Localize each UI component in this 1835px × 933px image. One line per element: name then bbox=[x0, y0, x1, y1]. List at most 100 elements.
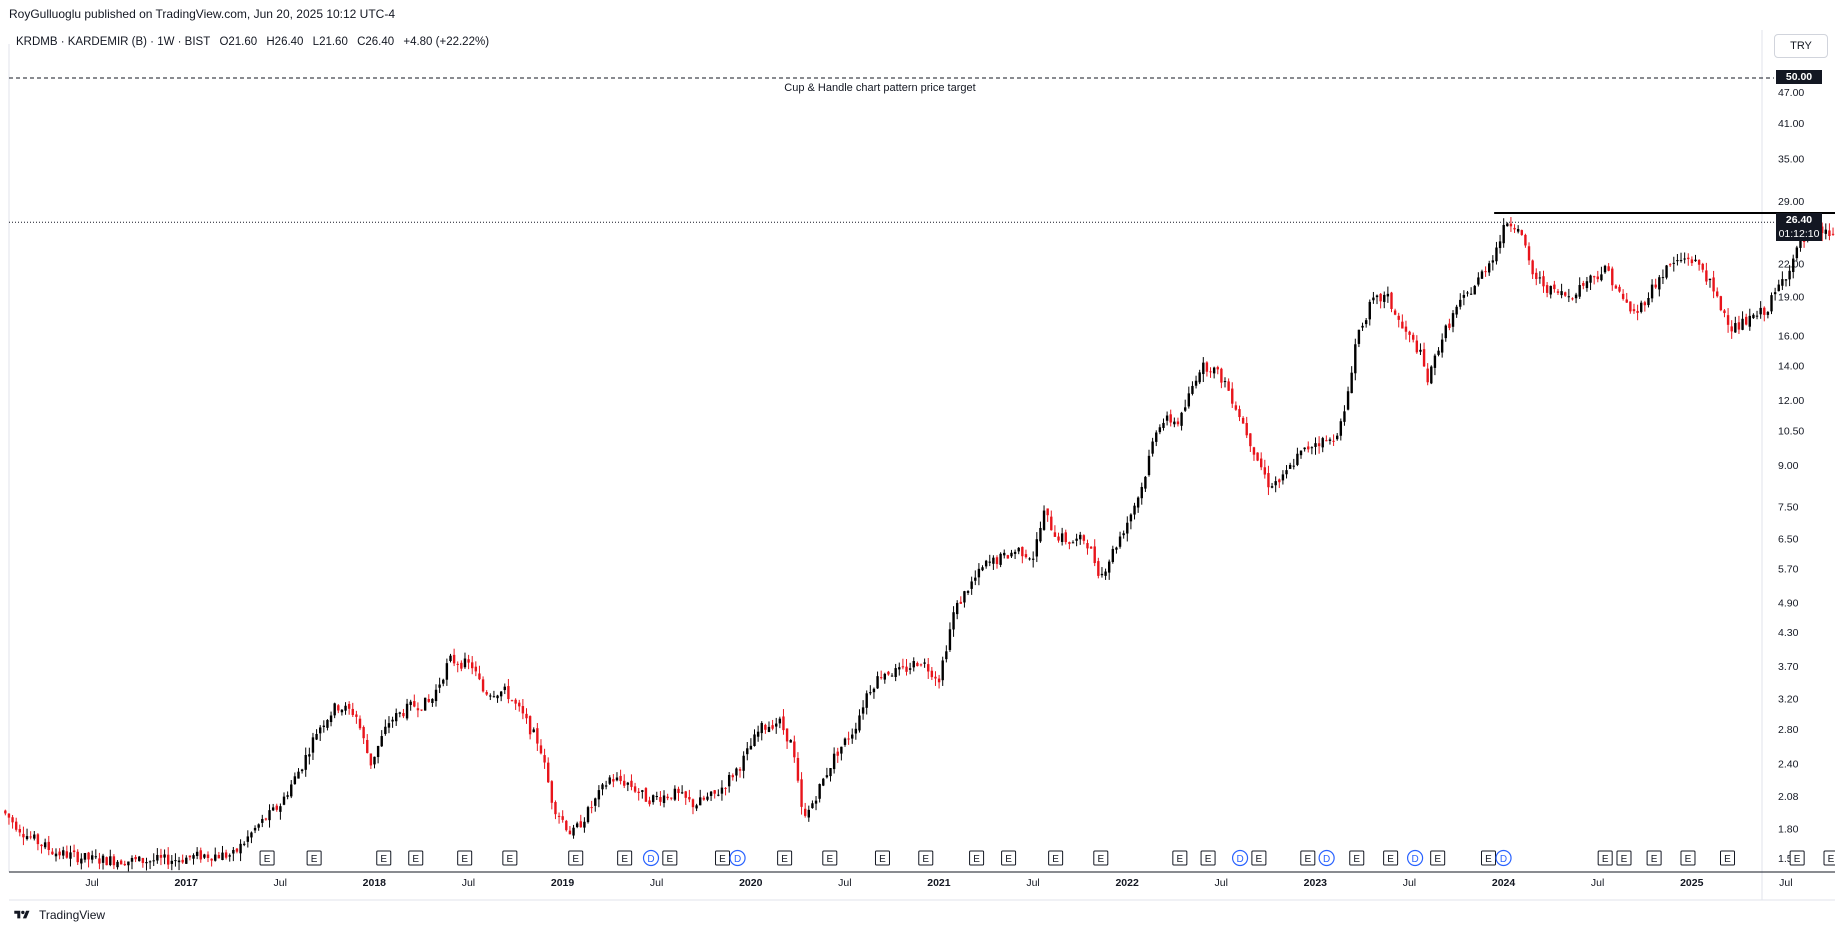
dividend-label: D bbox=[1500, 854, 1507, 865]
earnings-e-icon[interactable]: E bbox=[568, 850, 584, 866]
candle-body bbox=[1104, 571, 1107, 576]
earnings-e-icon[interactable]: E bbox=[457, 850, 473, 866]
dividend-d-icon[interactable]: D bbox=[1406, 849, 1424, 867]
dividend-d-icon[interactable]: D bbox=[642, 849, 660, 867]
earnings-box bbox=[1720, 850, 1736, 866]
candle-body bbox=[1111, 548, 1115, 562]
earnings-e-icon[interactable]: E bbox=[1680, 850, 1696, 866]
earnings-label: E bbox=[1828, 854, 1835, 865]
dividend-d-icon[interactable]: D bbox=[1318, 849, 1335, 867]
candle-body bbox=[51, 851, 54, 855]
earnings-e-icon[interactable]: E bbox=[617, 850, 633, 866]
candle-body bbox=[1097, 561, 1100, 576]
candle-body bbox=[503, 686, 506, 691]
candle-body bbox=[623, 780, 626, 786]
candle-body bbox=[1281, 474, 1285, 481]
candle-body bbox=[1625, 299, 1628, 303]
earnings-e-icon[interactable]: E bbox=[1616, 850, 1632, 866]
earnings-e-icon[interactable]: E bbox=[874, 850, 890, 866]
earnings-e-icon[interactable]: E bbox=[1048, 850, 1064, 866]
candle-body bbox=[1802, 240, 1806, 242]
candle-body bbox=[1433, 355, 1437, 368]
candle-body bbox=[355, 714, 358, 717]
earnings-e-icon[interactable]: E bbox=[822, 850, 838, 866]
earnings-e-icon[interactable]: E bbox=[715, 850, 731, 866]
candle-body bbox=[181, 859, 184, 863]
earnings-label: E bbox=[380, 854, 387, 865]
earnings-e-icon[interactable]: E bbox=[1430, 850, 1446, 866]
earnings-label: E bbox=[1685, 854, 1692, 865]
earnings-e-icon[interactable]: E bbox=[1383, 850, 1399, 866]
candle-body bbox=[659, 797, 662, 802]
candle-body bbox=[1676, 260, 1679, 262]
earnings-e-icon[interactable]: E bbox=[502, 850, 518, 866]
earnings-e-icon[interactable]: E bbox=[1789, 850, 1805, 866]
earnings-e-icon[interactable]: E bbox=[376, 850, 392, 866]
candle-body bbox=[116, 861, 119, 868]
x-tick-label: Jul bbox=[1215, 877, 1228, 889]
candle-body bbox=[1191, 385, 1194, 394]
legend-symbol[interactable]: KRDMB · KARDEMIR (B) · 1W · BIST bbox=[16, 36, 211, 48]
earnings-e-icon[interactable]: E bbox=[1093, 850, 1109, 866]
earnings-e-icon[interactable]: E bbox=[259, 850, 275, 866]
dividend-d-icon[interactable]: D bbox=[1231, 849, 1249, 867]
candle-body bbox=[575, 823, 579, 828]
candle-body bbox=[217, 854, 221, 859]
candle-body bbox=[1350, 372, 1353, 394]
candle-body bbox=[413, 701, 416, 707]
candle-body bbox=[1545, 285, 1549, 293]
candle-body bbox=[192, 855, 195, 859]
candle-body bbox=[1730, 326, 1733, 332]
candle-body bbox=[1719, 296, 1723, 311]
earnings-e-icon[interactable]: E bbox=[1349, 850, 1365, 866]
candle-body bbox=[518, 702, 521, 707]
earnings-e-icon[interactable]: E bbox=[408, 850, 424, 866]
dividend-d-icon[interactable]: D bbox=[1495, 849, 1512, 867]
dividend-d-icon[interactable]: D bbox=[729, 849, 746, 867]
candle-body bbox=[1220, 368, 1223, 383]
earnings-e-icon[interactable]: E bbox=[969, 850, 985, 866]
earnings-e-icon[interactable]: E bbox=[777, 850, 793, 866]
earnings-e-icon[interactable]: E bbox=[1480, 850, 1496, 866]
candle-body bbox=[1516, 229, 1520, 232]
candle-body bbox=[210, 858, 213, 861]
earnings-e-icon[interactable]: E bbox=[1720, 850, 1736, 866]
earnings-e-icon[interactable]: E bbox=[1300, 850, 1316, 866]
candle-body bbox=[1129, 514, 1133, 522]
candle-body bbox=[467, 659, 470, 663]
earnings-e-icon[interactable]: E bbox=[1172, 850, 1188, 866]
candle-body bbox=[1379, 293, 1382, 302]
candle-body bbox=[83, 853, 87, 860]
earnings-e-icon[interactable]: E bbox=[1646, 850, 1662, 866]
footer-brand[interactable]: TradingView bbox=[10, 908, 105, 922]
y-tick-label: 41.00 bbox=[1778, 118, 1804, 130]
candle-body bbox=[1325, 440, 1328, 442]
earnings-e-icon[interactable]: E bbox=[306, 850, 322, 866]
candle-body bbox=[1270, 486, 1274, 488]
earnings-e-icon[interactable]: E bbox=[662, 850, 678, 866]
candle-body bbox=[1162, 422, 1165, 428]
candle-body bbox=[1332, 440, 1335, 442]
earnings-e-icon[interactable]: E bbox=[1200, 850, 1216, 866]
candle-body bbox=[22, 833, 25, 838]
candle-body bbox=[1661, 277, 1665, 279]
earnings-e-icon[interactable]: E bbox=[1823, 850, 1835, 866]
candle-body bbox=[351, 708, 354, 715]
event-markers[interactable]: EEEEEEEEDEEDEEEEEEEEEEDEEDEEDEEDEEEEEEEE bbox=[259, 849, 1835, 867]
x-tick-label: Jul bbox=[1403, 877, 1416, 889]
earnings-e-icon[interactable]: E bbox=[1001, 850, 1017, 866]
earnings-e-icon[interactable]: E bbox=[918, 850, 934, 866]
candle-body bbox=[489, 695, 492, 697]
y-tick-label: 16.00 bbox=[1778, 330, 1804, 342]
earnings-e-icon[interactable]: E bbox=[1251, 850, 1267, 866]
candle-body bbox=[945, 651, 948, 660]
legend-close: C26.40 bbox=[357, 36, 395, 48]
dividend-circle bbox=[1231, 849, 1249, 867]
candle-body bbox=[1252, 447, 1256, 455]
candle-body bbox=[1437, 350, 1440, 355]
candle-body bbox=[1618, 286, 1621, 292]
currency-button[interactable]: TRY bbox=[1774, 34, 1828, 58]
earnings-e-icon[interactable]: E bbox=[1597, 850, 1613, 866]
candle-body bbox=[1346, 391, 1350, 410]
